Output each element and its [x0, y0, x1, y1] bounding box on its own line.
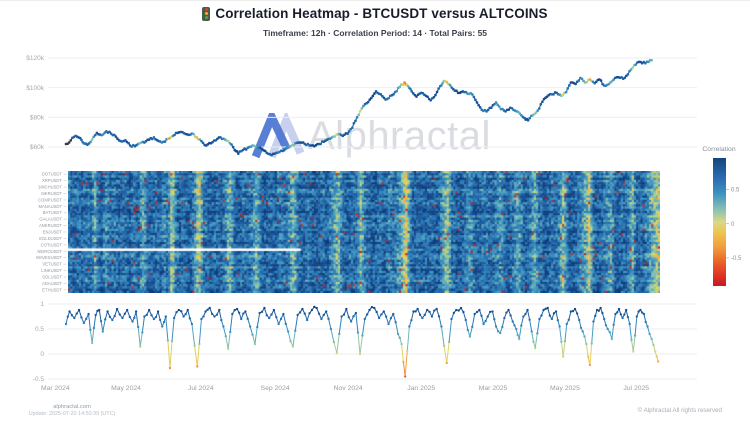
colorbar-ticks: 0.5 0 -0.5: [726, 188, 742, 262]
heatmap-row-label: EGLDUSDT: [39, 236, 62, 241]
traffic-light-icon: [202, 7, 210, 21]
heatmap-row-label: ADAUSDT: [42, 281, 62, 286]
page-title-text: Correlation Heatmap - BTCUSDT versus ALT…: [215, 6, 547, 21]
heatmap-row-label: BATUSDT: [43, 210, 63, 215]
x-tick-label: Nov 2024: [334, 385, 363, 392]
heatmap-row-label: DOTUSDT: [42, 172, 63, 177]
heatmap-row-label: MKRUSDT: [41, 191, 62, 196]
x-tick-label: Mar 2025: [479, 385, 508, 392]
x-tick-label: Sep 2024: [261, 385, 290, 392]
colorbar-gradient: [713, 158, 726, 286]
footer-update-timestamp: Update: 2025-07-20 14:50:39 (UTC): [29, 411, 116, 417]
svg-text:1: 1: [40, 301, 44, 308]
svg-text:$80k: $80k: [30, 115, 45, 122]
footer-texts: alphractal.com Update: 2025-07-20 14:50:…: [29, 404, 723, 417]
heatmap-row-label: 1INCHUSDT: [38, 185, 62, 190]
correlation-heatmap-canvas: [68, 171, 660, 293]
heatmap-row-label: ENJUSDT: [43, 230, 63, 235]
heatmap-row-label: MANAUSDT: [39, 204, 63, 209]
colorbar-title: Correlation: [702, 146, 735, 153]
svg-text:-0.5: -0.5: [731, 256, 742, 262]
svg-text:0: 0: [731, 222, 735, 228]
x-tick-label: Jul 2024: [188, 385, 214, 392]
svg-text:$120k: $120k: [26, 55, 44, 62]
chart-header: Correlation Heatmap - BTCUSDT versus ALT…: [0, 6, 750, 38]
x-tick-label: May 2025: [550, 385, 580, 392]
heatmap-row-label: GALAUSDT: [39, 217, 62, 222]
svg-text:0.5: 0.5: [35, 326, 44, 333]
x-tick-label: Jan 2025: [407, 385, 435, 392]
heatmap-row-label: SOLUSDT: [42, 274, 62, 279]
x-tick-label: May 2024: [111, 385, 141, 392]
heatmap-row-label: NEIROUSDT: [37, 249, 62, 254]
svg-text:0.5: 0.5: [731, 188, 740, 194]
svg-text:$60k: $60k: [30, 144, 45, 151]
page-title: Correlation Heatmap - BTCUSDT versus ALT…: [202, 6, 547, 21]
footer-copyright: © Alphractal All rights reserved: [638, 407, 723, 414]
svg-text:$100k: $100k: [26, 85, 44, 92]
heatmap-row-label: ETHUSDT: [42, 287, 62, 292]
heatmap-row-label: WAVESUSDT: [36, 255, 62, 260]
heatmap-row-label: COMPUSDT: [38, 197, 62, 202]
avg-correlation-series: [65, 306, 659, 378]
svg-text:0: 0: [40, 351, 44, 358]
colorbar: Correlation 0.5 0 -0.5: [702, 146, 742, 286]
footer-site-link[interactable]: alphractal.com: [53, 404, 91, 410]
btc-price-series: [65, 59, 653, 156]
heatmap-row-label: VETUSDT: [42, 262, 62, 267]
x-tick-label: Mar 2024: [41, 385, 70, 392]
svg-text:-0.5: -0.5: [33, 376, 45, 383]
x-tick-label: Jul 2025: [623, 385, 649, 392]
heatmap-row-label: LINKUSDT: [41, 268, 62, 273]
page-subtitle: Timeframe: 12h · Correlation Period: 14 …: [0, 28, 750, 38]
heatmap-row-label: ANKRUSDT: [39, 223, 62, 228]
heatmap-row-label: COTIUSDT: [41, 242, 63, 247]
heatmap-row-label: XRPUSDT: [42, 178, 62, 183]
